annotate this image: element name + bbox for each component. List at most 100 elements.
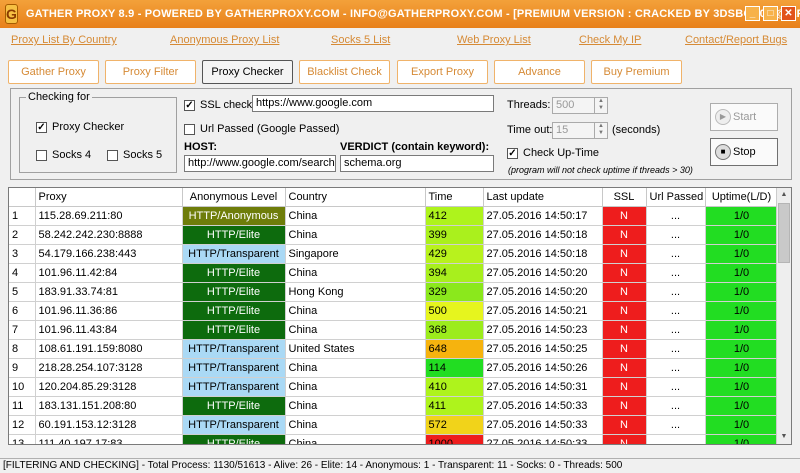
- column-header-index[interactable]: [9, 188, 36, 207]
- last-update-cell: 27.05.2016 14:50:23: [483, 320, 603, 340]
- link-contact-report-bugs[interactable]: Contact/Report Bugs: [685, 34, 788, 46]
- play-icon: ▶: [715, 109, 731, 125]
- response-time-cell: 500: [425, 301, 484, 321]
- table-row[interactable]: 12 60.191.153.12:3128 HTTP/Transparent Chin…: [9, 415, 779, 435]
- table-row[interactable]: 5 183.91.33.74:81 HTTP/Elite Hong Kong 329 27…: [9, 282, 779, 302]
- anonymous-level-cell: HTTP/Elite: [182, 396, 286, 416]
- table-row[interactable]: 2 58.242.242.230:8888 HTTP/Elite China 399 27…: [9, 225, 779, 245]
- table-row[interactable]: 10 120.204.85.29:3128 HTTP/Transparent Chin…: [9, 377, 779, 397]
- proxy-cell: 111.40.197.17:83: [35, 434, 183, 444]
- tab-proxy-checker[interactable]: Proxy Checker: [202, 60, 293, 84]
- tab-export-proxy[interactable]: Export Proxy: [397, 60, 488, 84]
- close-icon[interactable]: ✕: [781, 6, 796, 21]
- tab-bar: Gather Proxy Proxy Filter Proxy Checker …: [0, 60, 800, 84]
- row-index-cell: 6: [9, 301, 36, 321]
- results-table-body: 1 115.28.69.211:80 HTTP/Anonymous China 412 2…: [9, 206, 779, 444]
- tab-advance[interactable]: Advance: [494, 60, 585, 84]
- row-index-cell: 8: [9, 339, 36, 359]
- minimize-icon[interactable]: _: [745, 6, 760, 21]
- link-socks5-list[interactable]: Socks 5 List: [331, 34, 391, 46]
- link-proxy-list-by-country[interactable]: Proxy List By Country: [11, 34, 117, 46]
- table-row[interactable]: 4 101.96.11.42:84 HTTP/Elite China 394 27.05.…: [9, 263, 779, 283]
- last-update-cell: 27.05.2016 14:50:31: [483, 377, 603, 397]
- column-header-uptime[interactable]: Uptime(L/D): [705, 188, 779, 207]
- ssl-url-input[interactable]: https://www.google.com: [252, 95, 494, 112]
- anonymous-level-cell: HTTP/Elite: [182, 263, 286, 283]
- anonymous-level-cell: HTTP/Elite: [182, 320, 286, 340]
- start-button[interactable]: ▶ Start: [710, 103, 778, 131]
- maximize-icon[interactable]: □: [763, 6, 778, 21]
- url-passed-cell: ...: [646, 358, 706, 378]
- scroll-up-icon[interactable]: ▲: [780, 191, 788, 198]
- tab-proxy-filter[interactable]: Proxy Filter: [105, 60, 196, 84]
- ssl-check-checkbox[interactable]: ✓ SSL check: [184, 99, 253, 111]
- tab-gather-proxy[interactable]: Gather Proxy: [8, 60, 99, 84]
- table-row[interactable]: 8 108.61.191.159:8080 HTTP/Transparent Unit…: [9, 339, 779, 359]
- link-check-my-ip[interactable]: Check My IP: [579, 34, 642, 46]
- title-bar: G GATHER PROXY 8.9 - POWERED BY GATHERPR…: [0, 0, 800, 28]
- checking-for-label: Checking for: [26, 91, 92, 103]
- vertical-scrollbar[interactable]: ▲ ▼: [776, 188, 791, 444]
- check-icon: ✓: [184, 99, 195, 111]
- scroll-down-icon[interactable]: ▼: [780, 433, 788, 440]
- column-header-proxy[interactable]: Proxy: [35, 188, 183, 207]
- host-input[interactable]: http://www.google.com/search?pw: [184, 155, 336, 172]
- proxy-checker-checkbox[interactable]: ✓ Proxy Checker: [36, 121, 125, 133]
- spinner-arrows-icon[interactable]: ▲ ▼: [594, 98, 607, 113]
- table-row[interactable]: 11 183.131.151.208:80 HTTP/Elite China 411 27…: [9, 396, 779, 416]
- column-header-last-update[interactable]: Last update: [483, 188, 603, 207]
- url-passed-checkbox[interactable]: Url Passed (Google Passed): [184, 123, 339, 135]
- table-row[interactable]: 9 218.28.254.107:3128 HTTP/Transparent Chin…: [9, 358, 779, 378]
- table-row[interactable]: 3 54.179.166.238:443 HTTP/Transparent Singa…: [9, 244, 779, 264]
- gather-proxy-logo-icon: G: [5, 4, 18, 24]
- table-row[interactable]: 1 115.28.69.211:80 HTTP/Anonymous China 412 2…: [9, 206, 779, 226]
- anonymous-level-cell: HTTP/Elite: [182, 434, 286, 444]
- socks4-checkbox[interactable]: Socks 4: [36, 149, 91, 161]
- socks5-checkbox[interactable]: Socks 5: [107, 149, 162, 161]
- ssl-cell: N: [602, 225, 647, 245]
- proxy-cell: 101.96.11.43:84: [35, 320, 183, 340]
- verdict-input[interactable]: schema.org: [340, 155, 494, 172]
- last-update-cell: 27.05.2016 14:50:33: [483, 415, 603, 435]
- ssl-cell: N: [602, 415, 647, 435]
- anonymous-level-cell: HTTP/Transparent: [182, 244, 286, 264]
- anonymous-level-cell: HTTP/Elite: [182, 225, 286, 245]
- window-title: GATHER PROXY 8.9 - POWERED BY GATHERPROX…: [25, 8, 800, 20]
- proxy-results-grid[interactable]: Proxy Anonymous Level Country Time Last …: [8, 187, 792, 445]
- country-cell: China: [285, 415, 426, 435]
- row-index-cell: 4: [9, 263, 36, 283]
- timeout-unit: (seconds): [612, 124, 661, 136]
- column-header-url-passed[interactable]: Url Passed: [646, 188, 706, 207]
- scrollbar-thumb[interactable]: [778, 203, 790, 263]
- table-row[interactable]: 7 101.96.11.43:84 HTTP/Elite China 368 27.05.…: [9, 320, 779, 340]
- link-web-proxy-list[interactable]: Web Proxy List: [457, 34, 531, 46]
- country-cell: China: [285, 206, 426, 226]
- tab-blacklist-check[interactable]: Blacklist Check: [299, 60, 390, 84]
- proxy-cell: 120.204.85.29:3128: [35, 377, 183, 397]
- column-header-anonymous-level[interactable]: Anonymous Level: [182, 188, 286, 207]
- column-header-country[interactable]: Country: [285, 188, 426, 207]
- stop-button[interactable]: ■ Stop: [710, 138, 778, 166]
- column-header-ssl[interactable]: SSL: [602, 188, 647, 207]
- tab-buy-premium[interactable]: Buy Premium: [591, 60, 682, 84]
- country-cell: China: [285, 301, 426, 321]
- spinner-arrows-icon[interactable]: ▲ ▼: [594, 123, 607, 138]
- threads-spinner[interactable]: 500 ▲ ▼: [552, 97, 608, 114]
- row-index-cell: 10: [9, 377, 36, 397]
- window-controls: _ □ ✕: [745, 6, 796, 21]
- last-update-cell: 27.05.2016 14:50:18: [483, 244, 603, 264]
- check-icon: ✓: [507, 147, 518, 159]
- link-anonymous-proxy-list[interactable]: Anonymous Proxy List: [170, 34, 280, 46]
- country-cell: China: [285, 358, 426, 378]
- timeout-spinner[interactable]: 15 ▲ ▼: [552, 122, 608, 139]
- table-row[interactable]: 6 101.96.11.36:86 HTTP/Elite China 500 27.05.…: [9, 301, 779, 321]
- check-uptime-checkbox[interactable]: ✓ Check Up-Time: [507, 147, 599, 159]
- country-cell: China: [285, 263, 426, 283]
- url-passed-cell: ...: [646, 301, 706, 321]
- column-header-time[interactable]: Time: [425, 188, 484, 207]
- table-row[interactable]: 13 111.40.197.17:83 HTTP/Elite China 1000 27.…: [9, 434, 779, 444]
- last-update-cell: 27.05.2016 14:50:33: [483, 396, 603, 416]
- ssl-cell: N: [602, 282, 647, 302]
- response-time-cell: 368: [425, 320, 484, 340]
- last-update-cell: 27.05.2016 14:50:17: [483, 206, 603, 226]
